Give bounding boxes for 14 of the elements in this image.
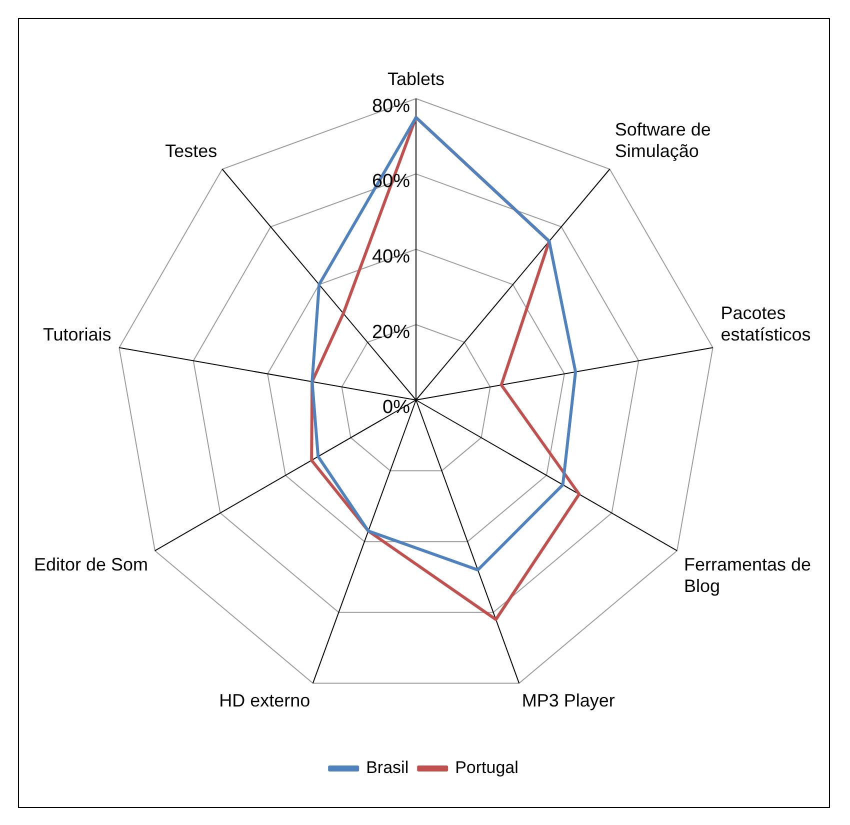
spoke-label: HD externo — [219, 690, 310, 711]
legend-label: Brasil — [366, 758, 409, 778]
y-tick-label: 20% — [372, 322, 410, 343]
spoke-label: Pacotes estatísticos — [720, 302, 811, 344]
spoke-label: Testes — [165, 141, 218, 162]
y-tick-label: 40% — [372, 246, 410, 268]
spoke-label: Software de Simulação — [614, 120, 711, 162]
spoke-label: Tutoriais — [42, 324, 112, 344]
y-tick-label: 80% — [372, 96, 410, 117]
spoke-label: Tablets — [387, 68, 445, 89]
spoke-label: Editor de Som — [34, 554, 148, 574]
spoke-label: MP3 Player — [522, 690, 615, 711]
spoke-label: Ferramentas de Blog — [684, 554, 812, 596]
legend-label: Portugal — [455, 758, 518, 778]
